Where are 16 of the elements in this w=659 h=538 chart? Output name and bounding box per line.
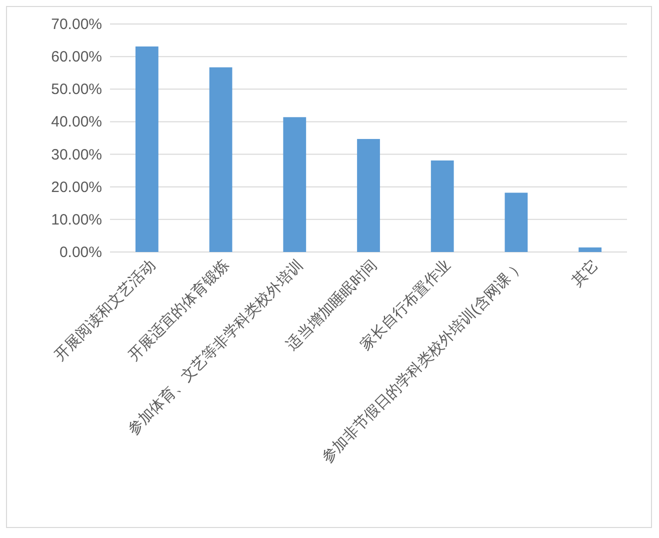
bar — [578, 247, 602, 252]
y-tick-label: 0.00% — [59, 244, 102, 261]
y-tick-label: 20.00% — [51, 178, 102, 196]
bar — [357, 138, 380, 252]
y-tick-label: 60.00% — [51, 48, 102, 66]
y-tick-label: 40.00% — [51, 114, 102, 131]
bar — [430, 160, 454, 252]
bar — [209, 67, 232, 252]
bar — [135, 46, 158, 252]
x-tick-label: 其它 — [568, 256, 602, 290]
y-tick-label: 30.00% — [51, 146, 102, 164]
y-tick-label: 10.00% — [51, 211, 102, 228]
bar — [504, 192, 528, 252]
bar — [283, 117, 306, 252]
y-tick-label: 50.00% — [51, 81, 102, 98]
y-tick-label: 70.00% — [51, 16, 102, 33]
